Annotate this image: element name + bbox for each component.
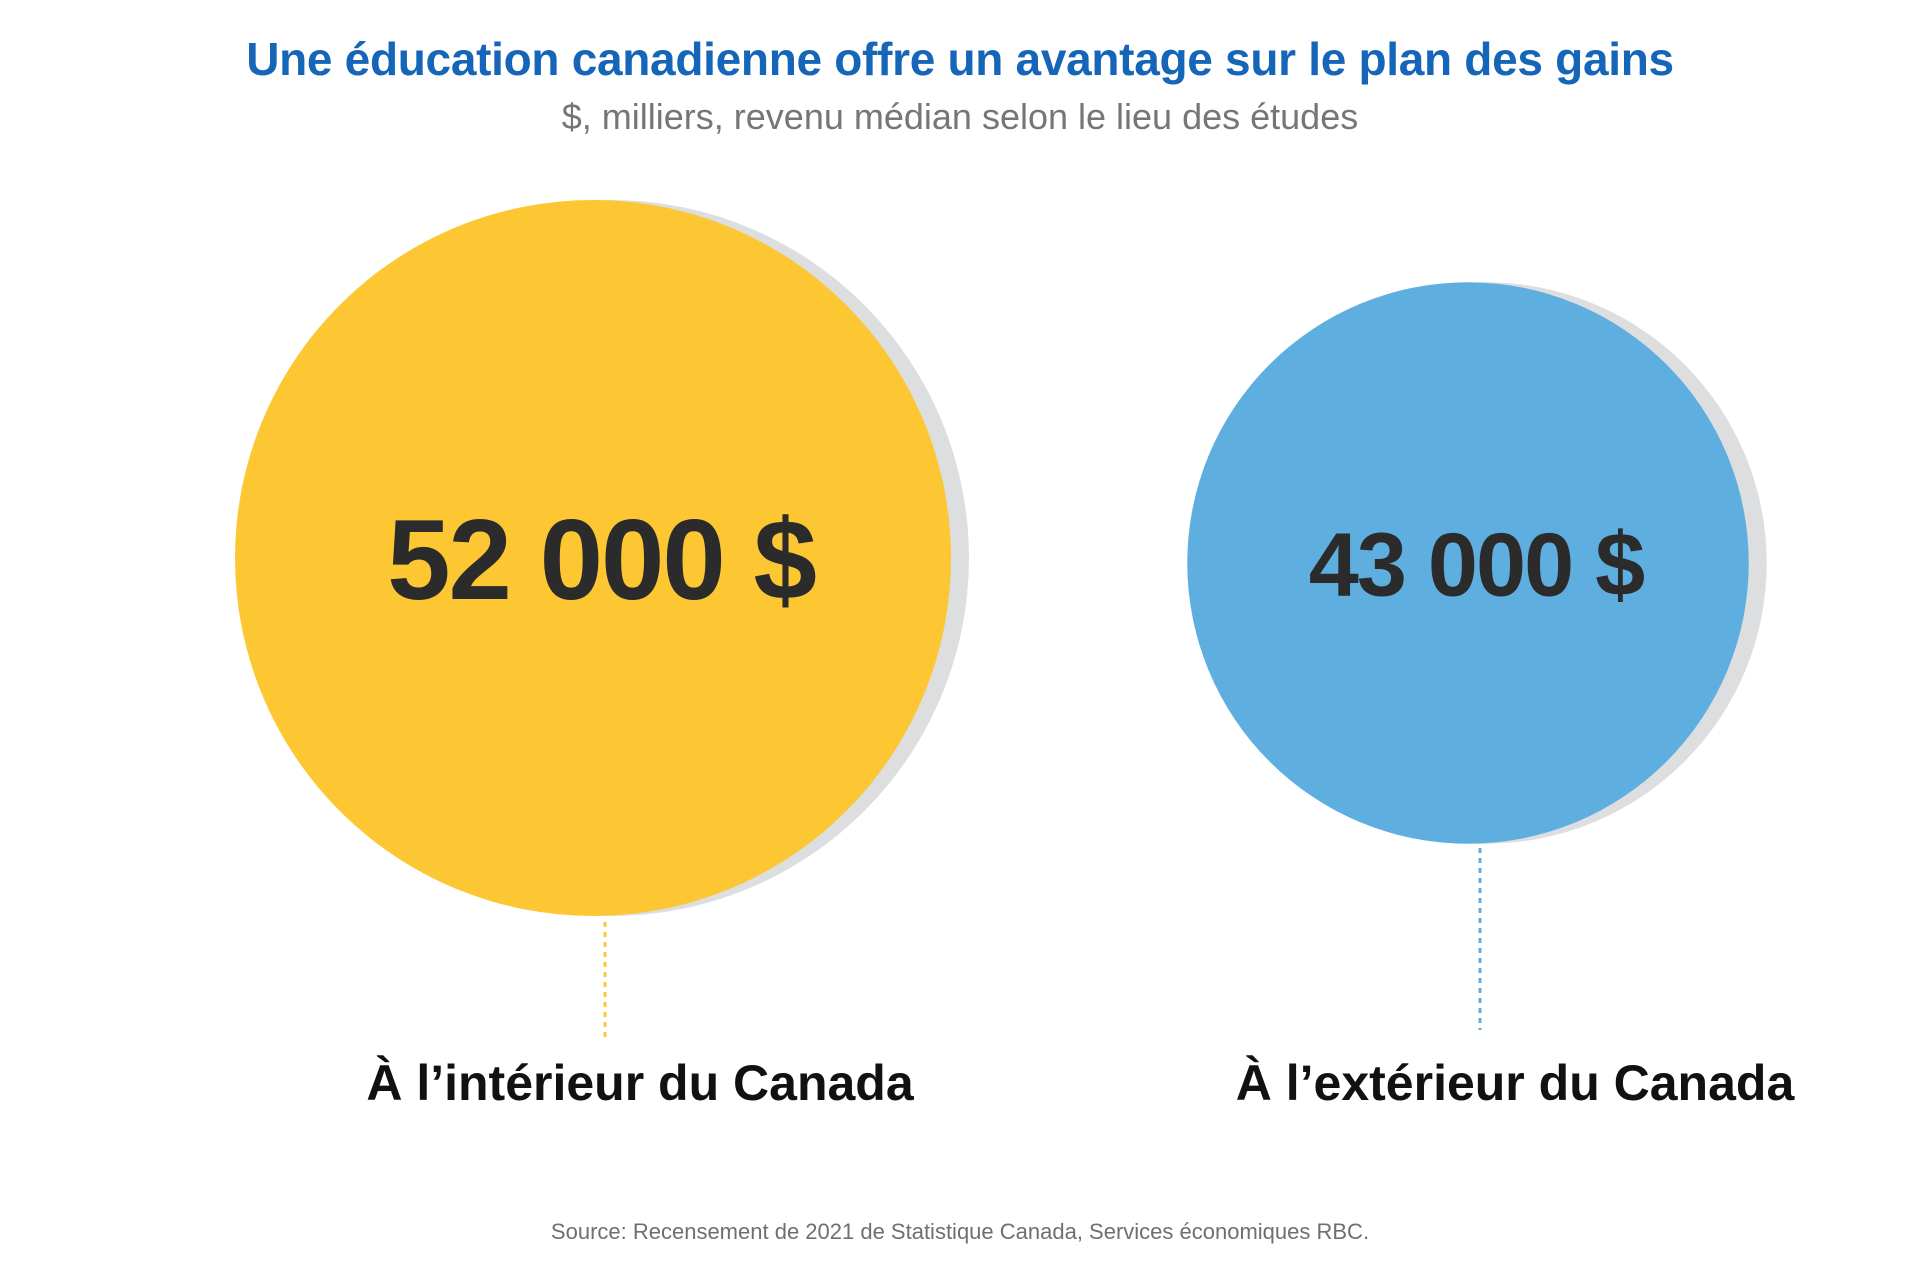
- category-label: À l’extérieur du Canada: [1236, 1055, 1796, 1111]
- bubble-group-2: 43 000 $ À l’extérieur du Canada: [1187, 282, 1795, 1111]
- bubble-group-1: 52 000 $ À l’intérieur du Canada: [235, 200, 969, 1111]
- bubble-value-label: 52 000 $: [387, 497, 815, 624]
- bubble-1: [235, 200, 951, 916]
- source-note: Source: Recensement de 2021 de Statistiq…: [550, 1219, 1370, 1244]
- chart-subtitle: $, milliers, revenu médian selon le lieu…: [561, 96, 1359, 137]
- category-label: À l’intérieur du Canada: [366, 1055, 915, 1111]
- chart-title: Une éducation canadienne offre un avanta…: [246, 33, 1674, 85]
- bubble-value-label: 43 000 $: [1309, 514, 1644, 615]
- bubble-2: [1187, 282, 1749, 844]
